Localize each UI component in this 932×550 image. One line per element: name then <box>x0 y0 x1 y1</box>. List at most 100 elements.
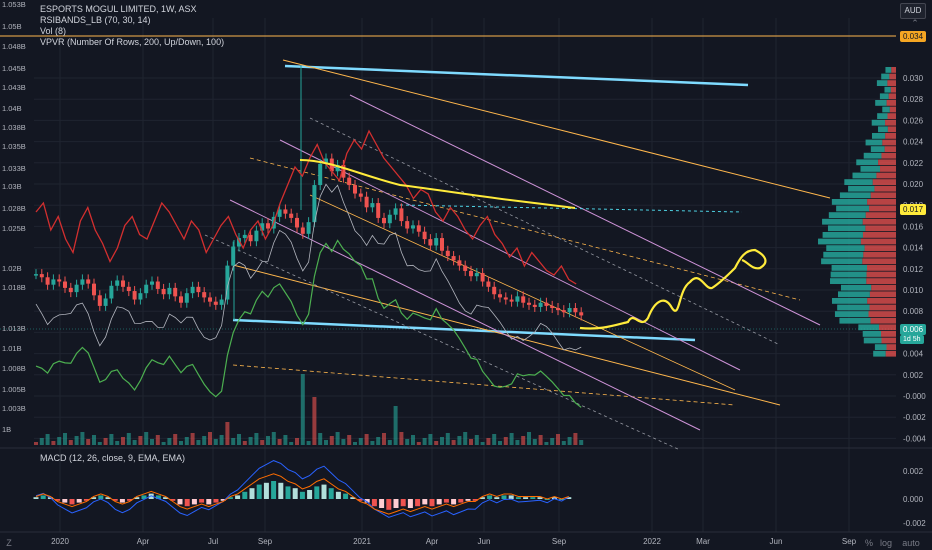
candle <box>434 238 439 246</box>
vpvr-bar <box>866 278 896 284</box>
volume-bar <box>121 437 125 445</box>
vpvr-bar <box>821 258 863 265</box>
vpvr-bar <box>834 311 869 317</box>
left-axis-tick-label: 1B <box>2 425 11 434</box>
time-axis-tick-label: Sep <box>258 537 273 546</box>
percent-icon[interactable]: % <box>864 538 873 548</box>
volume-bar <box>469 439 473 445</box>
volume-bar <box>440 437 444 445</box>
vpvr-bar <box>891 67 896 73</box>
z-icon[interactable]: Z <box>6 538 12 548</box>
candle <box>260 223 265 231</box>
macd-bar <box>235 495 241 499</box>
volume-bar <box>144 432 149 445</box>
volume-bar <box>445 433 450 445</box>
macd-bar <box>141 495 147 499</box>
double-chevron-up-icon[interactable]: ⌃ <box>911 18 919 28</box>
candle <box>364 196 369 208</box>
macd-bar <box>83 499 89 501</box>
volume-bar <box>382 433 386 445</box>
symbol-title[interactable]: ESPORTS MOGUL LIMITED, 1W, ASX <box>40 4 197 14</box>
currency-button[interactable]: AUD <box>900 3 926 19</box>
time-axis-tick-label: 2022 <box>643 537 661 546</box>
volume-bars <box>34 374 584 445</box>
volume-bar <box>184 437 189 445</box>
vpvr-bar <box>878 126 888 133</box>
candle <box>97 295 102 306</box>
macd-bar <box>436 499 442 505</box>
candle <box>411 225 415 229</box>
macd-signal-line <box>35 473 569 515</box>
volume-bar <box>567 437 572 445</box>
macd-bar <box>537 497 543 499</box>
macd-histogram <box>33 481 572 510</box>
vpvr-bar <box>867 265 896 271</box>
macd-bar <box>407 499 413 508</box>
volume-bar <box>358 438 363 445</box>
vpvr-bar <box>865 225 896 232</box>
volume-indicator-label[interactable]: Vol (8) <box>40 26 67 36</box>
resistance-line <box>284 64 749 87</box>
vpvr-bar <box>873 350 886 357</box>
price-tag-rsi: 0.017 <box>900 204 927 215</box>
time-axis-tick-label: Jul <box>208 537 218 546</box>
right-axis-tick-label: 0.008 <box>903 307 924 316</box>
candle <box>324 158 328 164</box>
volume-bar <box>457 436 462 445</box>
vpvr-bar <box>827 225 866 232</box>
volume-bar <box>155 435 160 445</box>
macd-bar <box>105 497 111 499</box>
vpvr-bar <box>887 80 896 86</box>
vpvr-bar <box>863 251 896 258</box>
macd-bar <box>98 495 104 499</box>
left-axis-tick-label: 1.043B <box>2 83 26 92</box>
rsi-indicator-label[interactable]: RSIBANDS_LB (70, 30, 14) <box>40 15 151 25</box>
volume-bar <box>80 432 85 445</box>
candle <box>306 222 311 234</box>
macd-bar <box>134 497 140 499</box>
candle <box>225 265 230 300</box>
right-axis-tick-label: 0.012 <box>903 265 924 274</box>
channel-line <box>309 117 781 346</box>
green-line <box>35 239 582 408</box>
time-axis-tick-label: Mar <box>696 537 710 546</box>
volume-bar <box>190 433 195 445</box>
vpvr-bar <box>880 166 896 172</box>
volume-bar <box>364 434 369 445</box>
left-axis-tick-label: 1.035B <box>2 142 26 151</box>
vpvr-indicator-label[interactable]: VPVR (Number Of Rows, 200, Up/Down, 100) <box>40 37 225 47</box>
volume-bar <box>550 438 555 445</box>
macd-bar <box>213 499 219 503</box>
volume-bar <box>295 438 299 445</box>
trend-line <box>309 194 736 391</box>
macd-bar <box>278 482 284 499</box>
vpvr-bar <box>870 192 896 199</box>
macd-bar <box>350 497 356 499</box>
macd-legend[interactable]: MACD (12, 26, close, 9, EMA, EMA) <box>40 453 186 463</box>
volume-bar <box>260 440 265 445</box>
vpvr-bar <box>831 298 868 304</box>
macd-bar <box>379 499 385 508</box>
vpvr-bar <box>860 166 881 172</box>
volume-bar <box>329 436 334 445</box>
log-icon[interactable]: log <box>879 538 892 548</box>
left-axis-tick-label: 1.048B <box>2 42 26 51</box>
auto-icon[interactable]: auto <box>902 538 920 548</box>
candle <box>126 286 131 292</box>
volume-bar <box>92 435 96 445</box>
macd-axis-tick-label: 0.002 <box>903 467 924 476</box>
right-axis-tick-label: -0.000 <box>903 392 926 401</box>
macd-bar <box>515 497 521 499</box>
vpvr-bar <box>884 86 891 93</box>
macd-bar <box>357 499 363 501</box>
candle <box>353 185 357 194</box>
vpvr-bar <box>869 304 896 311</box>
left-axis-tick-label: 1.028B <box>2 204 26 213</box>
hand-drawn-projection <box>579 248 767 330</box>
macd-bar <box>112 499 118 501</box>
volume-bar <box>167 438 172 445</box>
macd-bar <box>422 499 428 505</box>
volume-bar <box>45 434 50 445</box>
